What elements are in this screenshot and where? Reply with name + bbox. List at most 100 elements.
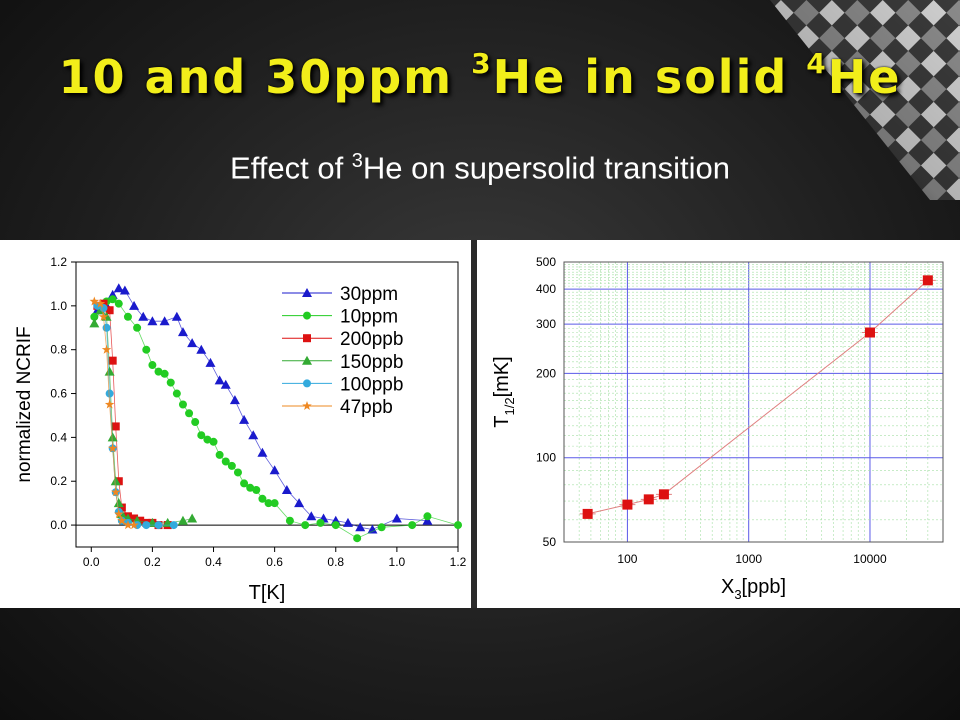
y-tick-label: 0.6 — [50, 387, 67, 401]
data-point — [154, 521, 163, 530]
legend-label: 10ppm — [340, 307, 398, 328]
data-point — [114, 509, 124, 519]
data-point — [408, 521, 417, 530]
y-tick-label: 0.2 — [50, 474, 67, 488]
data-point — [423, 512, 432, 521]
data-point — [117, 503, 126, 512]
y-axis-label: normalized NCRIF — [14, 326, 35, 482]
data-point — [342, 517, 353, 527]
data-point — [187, 338, 198, 348]
data-point — [294, 498, 305, 508]
data-point — [99, 299, 108, 308]
data-point — [107, 432, 118, 442]
slide-subtitle: Effect of 3He on supersolid transition — [0, 150, 960, 186]
legend-label: 30ppm — [340, 284, 398, 305]
x-tick-label: 100 — [617, 552, 637, 566]
data-point — [209, 437, 218, 446]
data-point — [111, 422, 120, 431]
data-point — [220, 379, 231, 389]
data-point — [257, 447, 268, 457]
data-point — [111, 487, 121, 497]
data-point — [119, 285, 130, 295]
data-point — [248, 430, 259, 440]
data-point — [306, 511, 317, 521]
data-point — [285, 516, 294, 525]
data-point — [205, 357, 216, 367]
data-point — [197, 431, 206, 440]
subtitle-part: He on supersolid transition — [362, 150, 730, 186]
data-point — [154, 367, 163, 376]
data-point — [142, 521, 151, 530]
x-tick-label: 1.2 — [450, 555, 467, 569]
slide-title: 10 and 30ppm 3He in solid 4He — [0, 46, 960, 104]
title-part: 10 and 30ppm — [58, 50, 472, 104]
y-tick-label: 0.4 — [50, 430, 67, 444]
data-point — [203, 435, 212, 444]
grid — [563, 261, 944, 543]
title-part: He in solid — [492, 50, 807, 104]
ncrif-chart: 0.0 0.2 0.4 0.6 0.8 1.0 1.2 0.0 0.2 0.4 0.6 0.8 1.0 1… — [14, 255, 467, 604]
data-point — [107, 443, 118, 453]
data-point — [240, 479, 249, 488]
y-axis-label-main: T — [491, 415, 513, 427]
panel-divider — [471, 240, 477, 608]
data-point — [102, 323, 111, 332]
x-axis-label-main: X — [721, 576, 734, 598]
data-point — [582, 508, 593, 519]
ncrif-chart-panel: 0.0 0.2 0.4 0.6 0.8 1.0 1.2 0.0 0.2 0.4 0.6 0.8 1.0 1… — [0, 240, 471, 608]
legend-marker — [303, 334, 311, 343]
data-point — [367, 524, 378, 534]
plot-frame — [563, 261, 944, 543]
data-point — [353, 534, 362, 543]
decorative-pattern — [770, 0, 960, 200]
y-tick-label: 0.0 — [50, 518, 67, 532]
legend-marker — [302, 288, 312, 297]
t-half-chart: 100 1000 10000 50 100 200 300 400 500 X3[ppb] T1/2… — [491, 255, 944, 602]
data-point — [108, 356, 117, 365]
x-tick-label: 1000 — [735, 552, 762, 566]
data-point — [258, 494, 267, 503]
data-point — [113, 498, 124, 508]
y-tick-label: 0.8 — [50, 343, 67, 357]
y-tick-label: 500 — [536, 255, 556, 269]
x-tick-label: 0.2 — [144, 555, 161, 569]
data-point — [114, 299, 123, 308]
data-point — [130, 514, 139, 523]
data-point — [355, 522, 366, 532]
data-point — [129, 300, 140, 310]
data-point — [123, 520, 133, 530]
data-point — [101, 344, 112, 354]
data-point — [227, 461, 236, 470]
title-superscript: 3 — [471, 46, 493, 80]
data-point — [215, 450, 224, 459]
data-point — [270, 499, 279, 508]
data-point — [281, 485, 292, 494]
data-point — [171, 311, 182, 321]
data-point — [185, 409, 194, 418]
data-point — [114, 477, 123, 486]
x-tick-label: 1.0 — [389, 555, 406, 569]
data-point — [191, 418, 200, 427]
data-point — [622, 499, 633, 510]
data-point — [160, 369, 169, 378]
data-point — [89, 318, 100, 328]
data-point — [264, 499, 273, 508]
legend-label: 100ppb — [340, 374, 403, 395]
data-point — [233, 468, 242, 477]
data-point — [117, 515, 127, 525]
t-half-chart-panel: 100 1000 10000 50 100 200 300 400 500 X3[ppb] T1/2… — [477, 240, 960, 608]
data-point — [113, 283, 124, 293]
y-tick-label: 1.2 — [50, 255, 67, 269]
data-point — [129, 520, 139, 530]
data-point — [229, 395, 240, 405]
x-axis-label-sub: 3 — [734, 587, 741, 602]
x-axis-label: X3[ppb] — [721, 576, 786, 602]
x-tick-label: 10000 — [853, 552, 887, 566]
data-point — [246, 483, 255, 492]
y-tick-label: 1.0 — [50, 299, 67, 313]
y-tick-label: 400 — [536, 282, 556, 296]
data-point — [159, 316, 170, 326]
data-point — [148, 361, 157, 370]
data-point — [454, 521, 462, 530]
legend-label: 200ppb — [340, 329, 403, 350]
